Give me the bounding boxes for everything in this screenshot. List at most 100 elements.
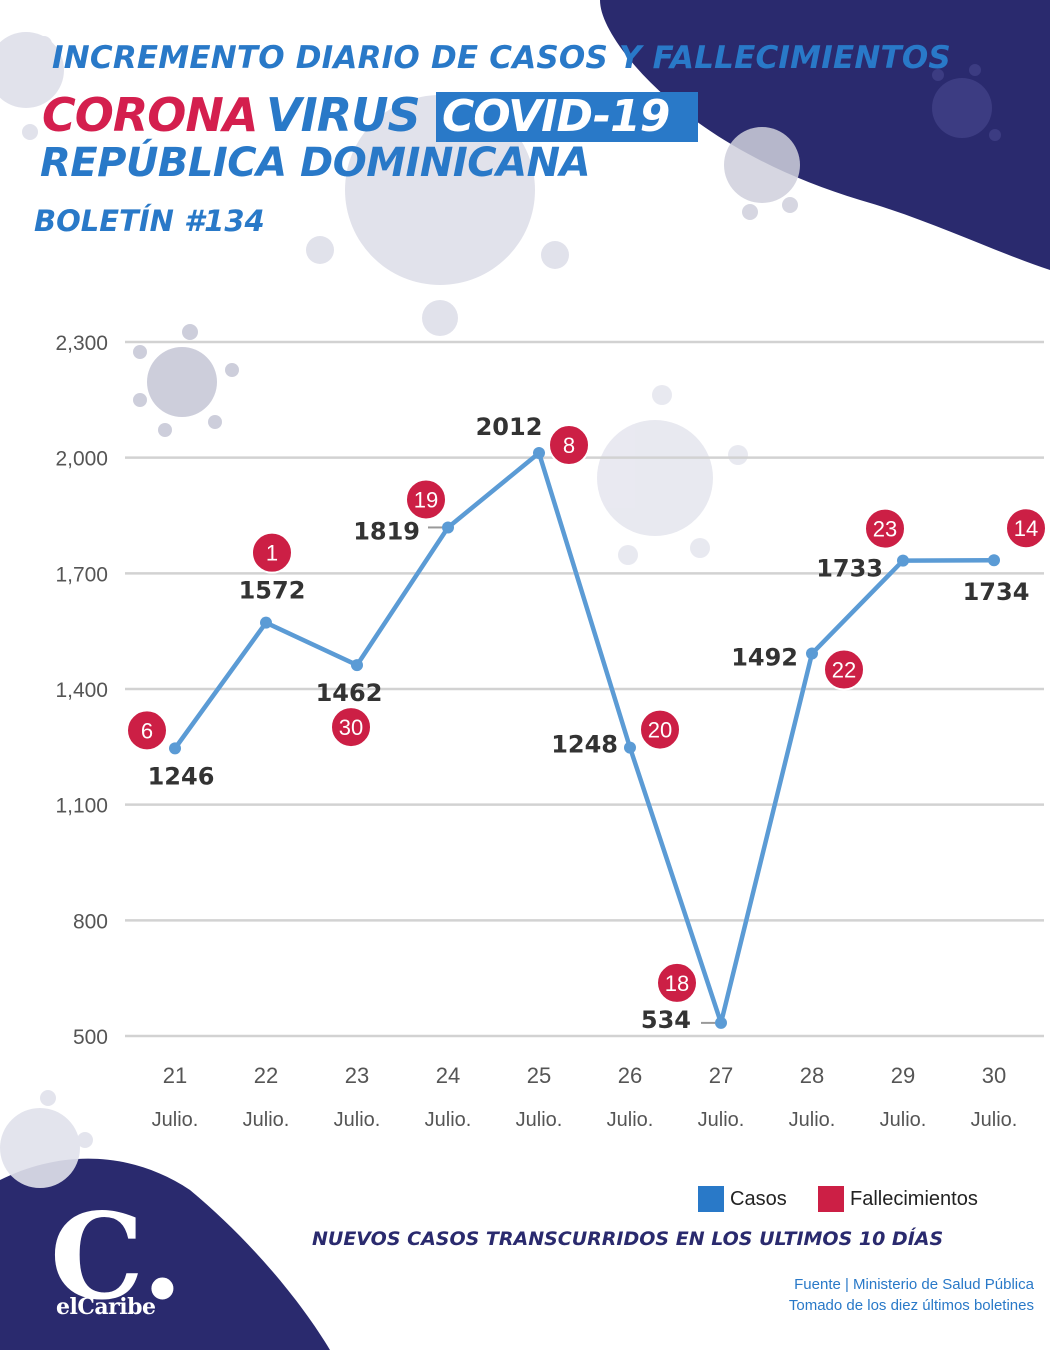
casos-point <box>715 1016 727 1029</box>
y-tick-label: 800 <box>73 910 108 933</box>
casos-series <box>169 447 1000 1029</box>
y-tick-label: 2,000 <box>55 448 108 471</box>
fallecimientos-marker <box>656 961 698 1004</box>
x-tick-label: 22 <box>254 1063 278 1088</box>
title-covid-box: COVID-19 <box>436 92 698 142</box>
x-tick-sublabel: Julio. <box>334 1109 381 1131</box>
fallecimientos-marker <box>1005 507 1047 550</box>
fallecimientos-data-label: 30 <box>339 715 363 740</box>
y-tick-label: 1,700 <box>55 563 108 586</box>
fallecimientos-data-label: 22 <box>832 658 856 683</box>
virus-icon <box>0 32 64 140</box>
chart-subtitle: NUEVOS CASOS TRANSCURRIDOS EN LOS ULTIMO… <box>312 1228 944 1250</box>
logo-name: elCaribe <box>56 1294 156 1320</box>
casos-point <box>351 659 363 672</box>
casos-data-label: 1734 <box>963 578 1030 606</box>
x-tick-sublabel: Julio. <box>880 1109 927 1131</box>
x-tick-sublabel: Julio. <box>789 1109 836 1131</box>
casos-data-label: 1492 <box>731 644 798 672</box>
fallecimientos-data-label: 14 <box>1014 516 1038 541</box>
casos-data-label: 534 <box>641 1006 691 1034</box>
fallecimientos-marker <box>639 708 681 751</box>
x-tick-sublabel: Julio. <box>698 1109 745 1131</box>
x-tick-label: 23 <box>345 1063 369 1088</box>
virus-icon <box>932 64 1001 141</box>
casos-data-label: 1733 <box>816 555 883 583</box>
x-tick-label: 21 <box>163 1063 187 1088</box>
x-tick-sublabel: Julio. <box>516 1109 563 1131</box>
headline: INCREMENTO DIARIO DE CASOS Y FALLECIMIEN… <box>52 40 951 76</box>
logo-letter: C. <box>50 1187 183 1326</box>
country-title: REPÚBLICA DOMINICANA <box>40 140 591 186</box>
x-axis: 21 Julio. 22 Julio. 23 Julio. 24 Julio. 25 Julio.… <box>152 1063 1018 1131</box>
x-tick-label: 30 <box>982 1063 1006 1088</box>
fallecimientos-marker <box>330 706 372 749</box>
y-tick-label: 500 <box>73 1026 108 1049</box>
casos-point <box>897 554 909 567</box>
x-tick-sublabel: Julio. <box>971 1109 1018 1131</box>
y-tick-label: 2,300 <box>55 332 108 355</box>
casos-data-label: 1248 <box>551 731 618 759</box>
fallecimientos-marker <box>823 648 865 691</box>
fallecimientos-data-label: 20 <box>648 718 672 743</box>
casos-point <box>442 521 454 534</box>
virus-icon <box>133 324 239 437</box>
bulletin-number: BOLETÍN #134 <box>34 204 265 238</box>
casos-data-label: 1572 <box>239 577 306 605</box>
x-tick-sublabel: Julio. <box>243 1109 290 1131</box>
legend-casos-label: Casos <box>730 1187 787 1210</box>
fallecimientos-data-label: 23 <box>873 517 897 542</box>
legend-casos-swatch <box>698 1186 724 1212</box>
legend-fallecimientos-swatch <box>818 1186 844 1212</box>
fallecimientos-data-label: 6 <box>141 718 153 743</box>
x-tick-sublabel: Julio. <box>607 1109 654 1131</box>
casos-point <box>260 616 272 629</box>
casos-point <box>533 447 545 460</box>
x-tick-sublabel: Julio. <box>425 1109 472 1131</box>
virus-icon <box>597 385 748 565</box>
y-tick-label: 1,100 <box>55 795 108 818</box>
legend-fallecimientos: Fallecimientos <box>818 1186 978 1212</box>
casos-data-label: 1462 <box>316 679 383 707</box>
x-tick-label: 24 <box>436 1063 460 1088</box>
y-tick-label: 1,400 <box>55 679 108 702</box>
fallecimientos-marker <box>405 478 447 521</box>
virus-icon <box>724 127 800 220</box>
x-tick-label: 28 <box>800 1063 824 1088</box>
navy-wave-bottom <box>0 1158 330 1350</box>
title-corona: CORONA <box>42 88 258 142</box>
casos-point <box>624 741 636 754</box>
x-tick-sublabel: Julio. <box>152 1109 199 1131</box>
virus-icon <box>306 95 569 336</box>
fallecimientos-data-label: 1 <box>266 541 278 566</box>
fallecimientos-marker <box>251 531 293 574</box>
x-tick-label: 27 <box>709 1063 733 1088</box>
casos-point <box>806 647 818 660</box>
casos-data-label: 2012 <box>476 413 543 441</box>
elcaribe-logo: C. elCaribe <box>44 1198 184 1332</box>
data-labels: 1246157214621819201212485341492173317346… <box>126 413 1047 1034</box>
navy-wave-top <box>600 0 1050 270</box>
grid <box>125 340 1044 1038</box>
source-note: Tomado de los diez últimos boletines <box>788 1297 1034 1314</box>
casos-line <box>173 450 995 1026</box>
x-tick-label: 29 <box>891 1063 915 1088</box>
fallecimientos-marker <box>126 709 168 752</box>
fallecimientos-data-label: 19 <box>414 487 438 512</box>
casos-point <box>988 554 1000 567</box>
fallecimientos-data-label: 8 <box>563 433 575 458</box>
y-axis: 2,300 2,000 1,700 1,400 1,100 800 500 <box>55 332 108 1049</box>
casos-data-label: 1246 <box>148 762 215 790</box>
title-virus: VIRUS <box>266 88 421 142</box>
casos-data-label: 1819 <box>353 517 420 545</box>
casos-point <box>169 742 181 755</box>
x-tick-label: 26 <box>618 1063 642 1088</box>
fallecimientos-marker <box>548 424 590 467</box>
source-line: Fuente | Ministerio de Salud Pública <box>794 1276 1034 1293</box>
legend-fallecimientos-label: Fallecimientos <box>850 1187 978 1210</box>
x-tick-label: 25 <box>527 1063 551 1088</box>
fallecimientos-marker <box>864 507 906 550</box>
virus-icon <box>0 1090 93 1188</box>
